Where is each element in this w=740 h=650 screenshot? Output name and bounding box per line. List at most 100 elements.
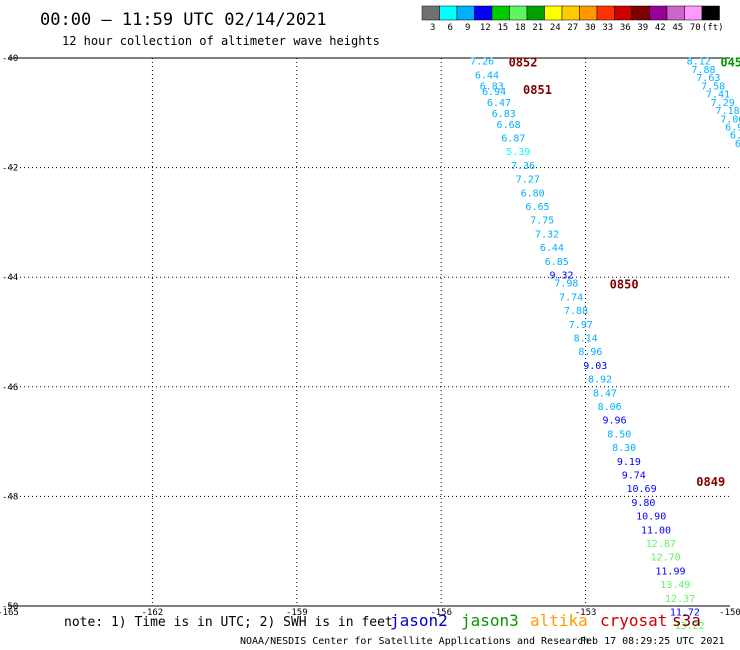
x-tick-label: -165 [0,608,19,618]
chart-subtitle: 12 hour collection of altimeter wave hei… [62,34,380,48]
swh-value: 6.68 [497,120,521,131]
swh-value: 6.85 [545,257,569,268]
swh-value: 6.47 [487,98,511,109]
credit-text: NOAA/NESDIS Center for Satellite Applica… [240,636,589,647]
swh-value: 6.83 [492,109,516,120]
legend-swatch [701,5,720,21]
swh-value: 7.18 [716,106,740,117]
y-tick-label: -48 [2,492,18,502]
swh-value: 9.96 [602,416,626,427]
x-tick-label: -162 [142,608,164,618]
satellite-legend: jason2 jason3 altika cryosat s3a [390,611,701,630]
legend-label: (ft) [702,23,724,33]
swh-value: 7.88 [691,65,715,76]
swh-value: 6.94 [482,87,506,98]
satellite-name: altika [530,611,588,630]
swh-value: 8.14 [574,333,598,344]
plot-area: -165 -162 -159 -156 -153 -150 -40 -42 -44 -46 -48 -… [0,54,740,632]
swh-value: 6.87 [501,133,525,144]
legend-swatch [596,5,615,21]
swh-value: 7.41 [706,90,730,101]
swh-value: 7.88 [564,306,588,317]
swh-value: 6.88 [730,131,740,142]
swh-value: 6.80 [521,188,545,199]
swh-value: 8.12 [687,57,711,68]
swh-value: 10.69 [627,484,657,495]
swh-value: 7.74 [559,292,583,303]
swh-value: 9.03 [583,361,607,372]
swh-value: 8.47 [593,388,617,399]
plot-background [8,58,730,606]
swh-value: 6.97 [725,123,740,134]
legend-label: 12 [480,23,491,33]
swh-value: 11.99 [655,566,685,577]
legend-label: 27 [567,23,578,33]
satellite-name: jason3 [461,611,519,630]
satellite-name: jason2 [390,611,448,630]
y-tick-label: -46 [2,383,18,393]
swh-value: 12.37 [665,594,695,605]
swh-value: 10.90 [636,512,666,523]
timestamp-text: Feb 17 08:29:25 UTC 2021 [580,636,725,647]
chart-title: 00:00 – 11:59 UTC 02/14/2021 [40,10,327,30]
swh-value: 7.06 [720,114,740,125]
swh-value: 13.49 [660,580,690,591]
swh-value: 7.75 [530,216,554,227]
legend-label: 70 [690,23,701,33]
swh-value: 6.79 [735,139,740,150]
swh-value: 11.72 [670,607,700,618]
swh-value: 7.63 [696,73,720,84]
units-note: note: 1) Time is in UTC; 2) SWH is in fe… [64,615,393,630]
legend-label: 33 [602,23,613,33]
satellite-name: cryosat [600,611,667,630]
legend-swatch [456,5,475,21]
swh-value: 7.58 [701,81,725,92]
swh-value: 11.00 [641,525,671,536]
legend-swatch [579,5,598,21]
y-tick-label: -42 [2,164,18,174]
legend-label: 21 [532,23,543,33]
pass-time-label: 0849 [696,475,725,489]
swh-value: 9.80 [631,498,655,509]
legend-swatch [631,5,650,21]
legend-label: 39 [637,23,648,33]
legend-swatch [666,5,685,21]
legend-swatch [509,5,528,21]
swh-value: 7.32 [535,229,559,240]
legend-label: 36 [620,23,631,33]
swh-value: 12.87 [646,539,676,550]
swh-value: 12.70 [651,553,681,564]
legend-swatch [491,5,510,21]
pass-time-label: 0851 [523,83,552,97]
legend-label: 3 [430,23,435,33]
swh-value: 9.19 [617,457,641,468]
legend-label: 6 [448,23,453,33]
legend-swatch [421,5,440,21]
legend-label: 24 [550,23,561,33]
legend-swatch [526,5,545,21]
swh-value: 9.32 [550,270,574,281]
swh-value: 7.98 [554,279,578,290]
legend-swatch [439,5,458,21]
pass-time-label: 0850 [610,278,639,292]
legend-swatch [614,5,633,21]
y-tick-label: -50 [2,602,18,612]
legend-swatch [684,5,703,21]
axis-ticks: -165 -162 -159 -156 -153 -150 -40 -42 -44 -46 -48 -… [0,54,740,618]
swh-value: 7.29 [711,98,735,109]
x-tick-label: -159 [286,608,308,618]
legend-label: 42 [655,23,666,33]
grid-lines [8,58,730,606]
swh-value: 5.39 [506,147,530,158]
swh-value: 8.30 [612,443,636,454]
swh-value: 8.92 [588,375,612,386]
legend-label: 30 [585,23,596,33]
y-tick-label: -44 [2,273,18,283]
legend-swatch [649,5,668,21]
pass-labels: 085208510850084904510452 [509,56,740,489]
x-tick-label: -150 [719,608,740,618]
legend-swatch [544,5,563,21]
color-scale-legend: 3 6 9 12 15 18 21 24 27 30 33 36 39 42 45 70 (ft) [421,5,724,33]
swh-value: 8.06 [598,402,622,413]
satellite-name: s3a [672,611,701,630]
